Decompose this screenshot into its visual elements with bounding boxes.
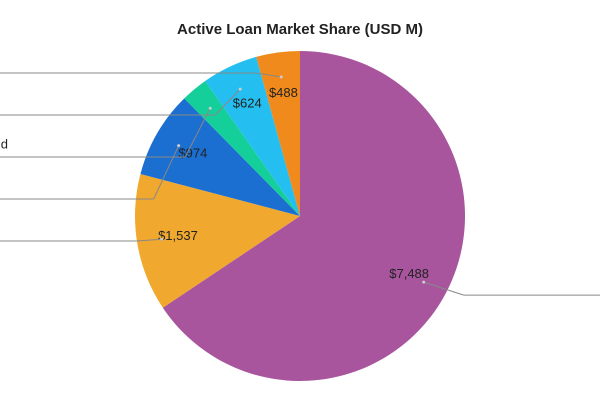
leader-line [184,108,211,158]
pie-slice [140,98,300,216]
leader-dot [177,144,181,148]
value-label: $7,488 [389,266,429,281]
pie-slice [205,56,300,217]
leader-line [153,145,180,200]
leader-line [214,88,241,116]
value-label: $974 [178,145,207,160]
leader-line [256,72,282,78]
leader-dot [279,75,283,79]
leader-dot [238,87,242,91]
pie-slice [162,51,465,381]
value-label: $488 [269,85,298,100]
leader-dot [208,106,212,110]
pie-slice [256,51,300,216]
chart-title: Active Loan Market Share (USD M) [177,21,423,38]
category-label: d [1,136,8,151]
leader-line [423,281,464,296]
leader-line [136,238,162,242]
leader-dot [422,280,426,284]
pie-slice [135,174,300,308]
leader-dot [160,237,164,241]
value-label: $624 [233,96,262,111]
value-label: $1,537 [158,228,198,243]
